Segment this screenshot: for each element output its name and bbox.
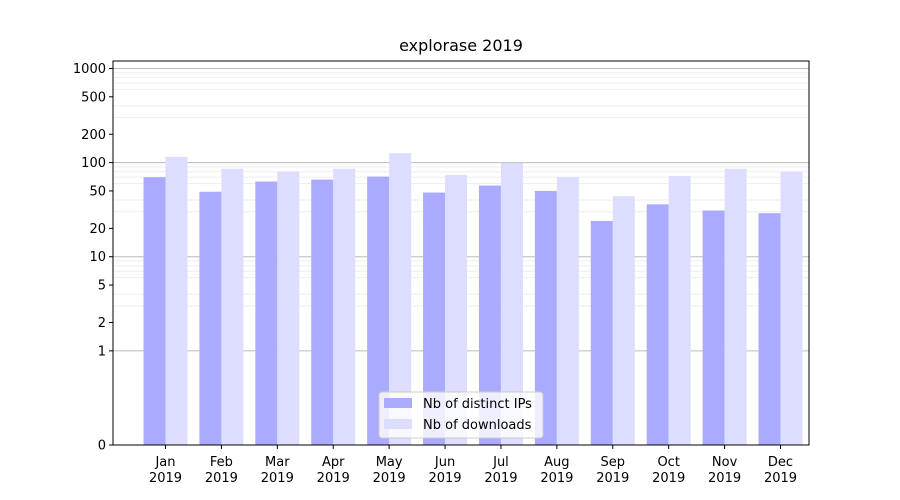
bar-distinct-ips-may xyxy=(367,176,390,445)
bar-distinct-ips-jul xyxy=(478,185,501,446)
legend-label: Nb of downloads xyxy=(423,418,532,433)
bar-distinct-ips-dec xyxy=(758,213,781,445)
y-tick-label: 500 xyxy=(81,90,106,105)
x-tick-label-month: Apr xyxy=(322,455,345,470)
x-tick-label-month: Oct xyxy=(657,455,679,470)
bar-downloads-feb xyxy=(221,168,244,445)
legend-swatch xyxy=(384,419,412,429)
y-tick-label: 200 xyxy=(81,128,106,143)
y-tick-label: 10 xyxy=(89,250,106,265)
x-tick-label-month: Jan xyxy=(154,455,175,470)
x-tick-label-year: 2019 xyxy=(540,471,573,486)
bar-distinct-ips-jun xyxy=(423,192,446,445)
x-tick-label-year: 2019 xyxy=(149,471,182,486)
chart-title: explorase 2019 xyxy=(399,36,523,55)
x-tick-label-month: Feb xyxy=(210,455,233,470)
y-tick-label: 1000 xyxy=(73,62,106,77)
legend: Nb of distinct IPs Nb of downloads xyxy=(378,391,544,439)
bar-downloads-may xyxy=(389,153,412,445)
y-tick-label: 0 xyxy=(98,439,106,454)
bar-downloads-oct xyxy=(668,176,691,445)
x-tick-label-year: 2019 xyxy=(317,471,350,486)
legend-label: Nb of distinct IPs xyxy=(423,397,532,412)
bar-distinct-ips-feb xyxy=(199,191,222,445)
y-tick-label: 5 xyxy=(98,279,106,294)
bar-downloads-nov xyxy=(724,168,747,445)
x-tick-label-month: Dec xyxy=(768,455,793,470)
x-axis: Jan2019Feb2019Mar2019Apr2019May2019Jun20… xyxy=(149,445,797,486)
x-tick-label-year: 2019 xyxy=(708,471,741,486)
bars xyxy=(143,153,803,446)
y-axis: 0 1 2 5 10 20 50 100 200 500 1000 xyxy=(73,62,113,454)
bar-distinct-ips-mar xyxy=(255,181,278,445)
x-tick-label-year: 2019 xyxy=(764,471,797,486)
y-tick-label: 20 xyxy=(89,222,106,237)
bar-downloads-aug xyxy=(556,177,579,446)
plot-frame xyxy=(112,60,810,446)
x-tick-label-month: Aug xyxy=(544,455,569,470)
bar-distinct-ips-oct xyxy=(646,204,669,445)
x-tick-label-year: 2019 xyxy=(261,471,294,486)
y-tick-label: 2 xyxy=(98,316,106,331)
y-tick-label: 50 xyxy=(89,184,106,199)
y-tick-label: 100 xyxy=(81,156,106,171)
x-tick-label-year: 2019 xyxy=(484,471,517,486)
bar-downloads-sep xyxy=(612,196,635,445)
x-tick-label-year: 2019 xyxy=(373,471,406,486)
x-tick-label-month: Jun xyxy=(434,455,455,470)
bar-downloads-jan xyxy=(165,156,188,445)
bar-distinct-ips-sep xyxy=(590,220,613,445)
x-tick-label-year: 2019 xyxy=(596,471,629,486)
y-tick-label: 1 xyxy=(98,344,106,359)
x-tick-label-month: Nov xyxy=(712,455,738,470)
bar-distinct-ips-apr xyxy=(311,179,334,446)
legend-swatch xyxy=(384,398,412,408)
bar-downloads-jul xyxy=(500,163,523,445)
legend-box xyxy=(378,391,544,439)
x-tick-label-year: 2019 xyxy=(428,471,461,486)
x-tick-label-month: Jul xyxy=(492,455,509,470)
x-tick-label-year: 2019 xyxy=(205,471,238,486)
x-tick-label-month: Mar xyxy=(265,455,290,470)
x-tick-label-month: May xyxy=(376,455,403,470)
bar-distinct-ips-aug xyxy=(534,190,557,445)
bar-downloads-dec xyxy=(780,171,803,445)
bar-downloads-mar xyxy=(277,171,300,445)
bar-downloads-apr xyxy=(333,168,356,445)
bar-distinct-ips-nov xyxy=(702,210,725,445)
bar-downloads-jun xyxy=(445,174,468,446)
x-tick-label-year: 2019 xyxy=(652,471,685,486)
bar-distinct-ips-jan xyxy=(143,177,166,446)
x-tick-label-month: Sep xyxy=(601,455,626,470)
